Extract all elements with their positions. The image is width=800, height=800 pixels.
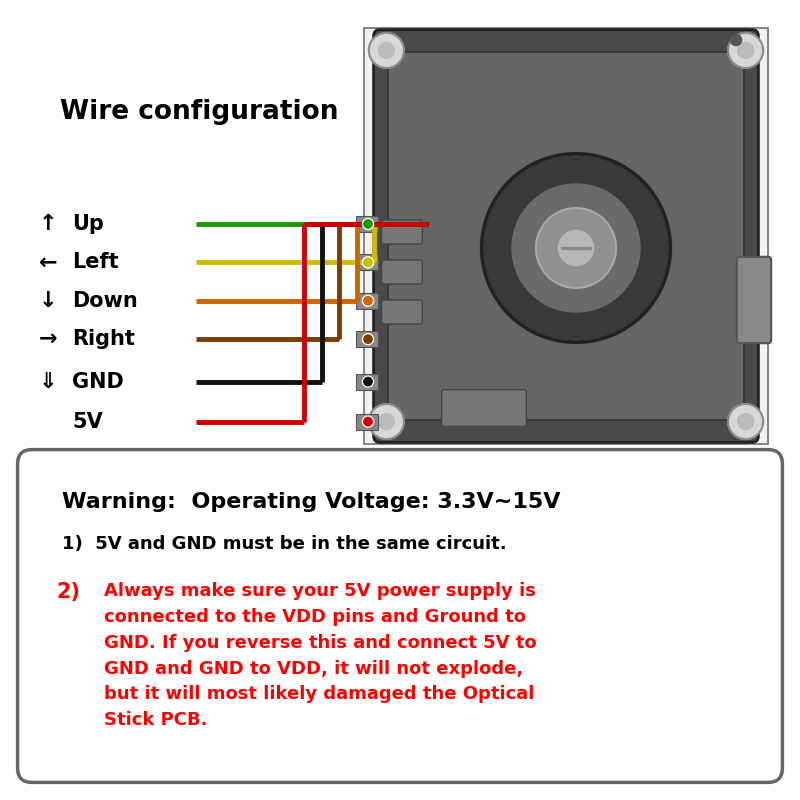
Text: GND: GND [72, 371, 124, 391]
FancyBboxPatch shape [374, 30, 758, 442]
Circle shape [362, 376, 374, 387]
Circle shape [362, 295, 374, 306]
FancyBboxPatch shape [382, 220, 422, 244]
FancyBboxPatch shape [382, 300, 422, 324]
Text: ↓: ↓ [38, 291, 58, 310]
Text: Wire configuration: Wire configuration [60, 99, 338, 125]
Circle shape [728, 33, 763, 68]
Text: 5V: 5V [72, 411, 102, 432]
Circle shape [738, 414, 754, 430]
Text: 1)  5V and GND must be in the same circuit.: 1) 5V and GND must be in the same circui… [62, 535, 507, 553]
FancyBboxPatch shape [364, 28, 768, 444]
Text: ⇓: ⇓ [38, 371, 58, 391]
FancyBboxPatch shape [356, 374, 378, 390]
FancyBboxPatch shape [382, 260, 422, 284]
FancyBboxPatch shape [356, 331, 378, 347]
Circle shape [362, 416, 374, 427]
FancyBboxPatch shape [356, 254, 378, 270]
FancyBboxPatch shape [388, 52, 744, 420]
Circle shape [482, 154, 670, 342]
FancyBboxPatch shape [737, 257, 771, 343]
Text: Always make sure your 5V power supply is
connected to the VDD pins and Ground to: Always make sure your 5V power supply is… [104, 582, 537, 729]
Circle shape [362, 257, 374, 268]
Text: Down: Down [72, 291, 138, 310]
Circle shape [730, 34, 742, 46]
FancyBboxPatch shape [356, 216, 378, 232]
Circle shape [369, 33, 404, 68]
FancyBboxPatch shape [18, 450, 782, 782]
Text: Right: Right [72, 330, 135, 349]
Circle shape [362, 218, 374, 230]
Circle shape [378, 414, 394, 430]
FancyBboxPatch shape [356, 293, 378, 309]
Circle shape [738, 42, 754, 58]
FancyBboxPatch shape [442, 390, 526, 426]
Circle shape [378, 42, 394, 58]
Text: 2): 2) [56, 582, 80, 602]
FancyBboxPatch shape [356, 414, 378, 430]
Circle shape [536, 208, 616, 288]
Text: ↑: ↑ [38, 214, 58, 234]
Circle shape [728, 404, 763, 439]
Text: Warning:  Operating Voltage: 3.3V~15V: Warning: Operating Voltage: 3.3V~15V [62, 492, 561, 512]
Circle shape [362, 334, 374, 345]
Text: ←: ← [38, 253, 58, 272]
Circle shape [369, 404, 404, 439]
Text: Up: Up [72, 214, 104, 234]
Text: →: → [38, 330, 58, 349]
Circle shape [558, 230, 594, 266]
Circle shape [512, 184, 640, 312]
Text: Left: Left [72, 253, 118, 272]
